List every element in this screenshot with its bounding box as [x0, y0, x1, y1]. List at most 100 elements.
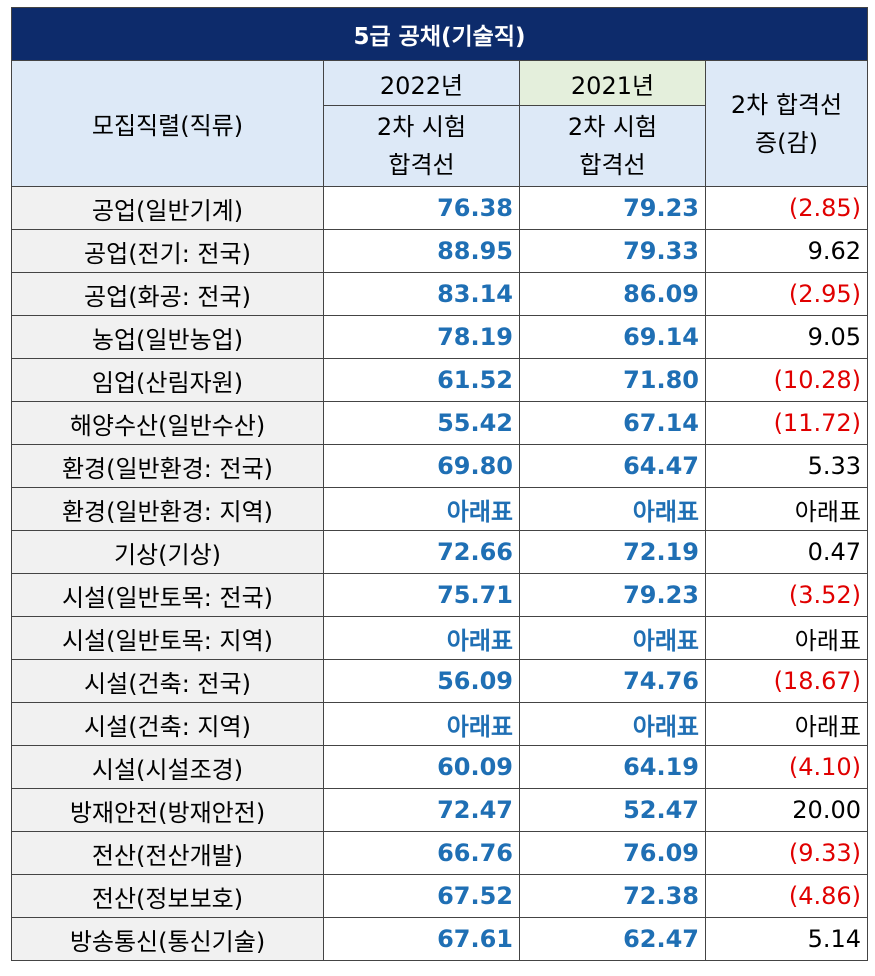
row-2022-value-cell: 55.42	[323, 401, 520, 445]
header-difference: 2차 합격선 증(감)	[705, 60, 868, 187]
row-2022-value-cell: 69.80	[323, 444, 520, 488]
row-2022-value-cell: 83.14	[323, 272, 520, 316]
row-difference-cell: (10.28)	[705, 358, 868, 402]
row-2022-value-cell: 66.76	[323, 831, 520, 875]
row-2022-value-cell: 72.66	[323, 530, 520, 574]
row-name-cell: 전산(정보보호)	[11, 874, 324, 918]
results-table-container: 5급 공채(기술직) 모집직렬(직류) 2022년 2021년 2차 합격선 증…	[11, 7, 868, 961]
row-2022-value-cell: 60.09	[323, 745, 520, 789]
table-row: 기상(기상) 72.66 72.19 0.47	[11, 530, 868, 574]
row-2022-value-cell: 78.19	[323, 315, 520, 359]
row-2021-value-cell: 아래표	[519, 616, 706, 660]
table-row: 농업(일반농업) 78.19 69.14 9.05	[11, 315, 868, 359]
row-difference-cell: 아래표	[705, 616, 868, 660]
table-row: 전산(정보보호) 67.52 72.38 (4.86)	[11, 874, 868, 918]
row-2021-value-cell: 69.14	[519, 315, 706, 359]
table-row: 방재안전(방재안전) 72.47 52.47 20.00	[11, 788, 868, 832]
row-difference-cell: 아래표	[705, 702, 868, 746]
header-sub-2022: 2차 시험 합격선	[323, 105, 520, 187]
table-row: 시설(일반토목: 지역) 아래표 아래표 아래표	[11, 616, 868, 660]
row-difference-cell: 아래표	[705, 487, 868, 531]
header-category: 모집직렬(직류)	[11, 60, 324, 187]
row-2022-value-cell: 61.52	[323, 358, 520, 402]
row-name-cell: 시설(일반토목: 전국)	[11, 573, 324, 617]
row-2021-value-cell: 79.33	[519, 229, 706, 273]
row-2022-value-cell: 72.47	[323, 788, 520, 832]
table-row: 환경(일반환경: 전국) 69.80 64.47 5.33	[11, 444, 868, 488]
table-row: 방송통신(통신기술) 67.61 62.47 5.14	[11, 917, 868, 961]
table-title: 5급 공채(기술직)	[11, 7, 868, 61]
table-row: 공업(화공: 전국) 83.14 86.09 (2.95)	[11, 272, 868, 316]
row-name-cell: 시설(건축: 지역)	[11, 702, 324, 746]
row-difference-cell: (4.10)	[705, 745, 868, 789]
table-row: 임업(산림자원) 61.52 71.80 (10.28)	[11, 358, 868, 402]
row-2022-value-cell: 67.61	[323, 917, 520, 961]
row-name-cell: 방송통신(통신기술)	[11, 917, 324, 961]
row-2021-value-cell: 67.14	[519, 401, 706, 445]
row-difference-cell: (9.33)	[705, 831, 868, 875]
row-2021-value-cell: 76.09	[519, 831, 706, 875]
table-row: 시설(건축: 전국) 56.09 74.76 (18.67)	[11, 659, 868, 703]
row-name-cell: 방재안전(방재안전)	[11, 788, 324, 832]
row-difference-cell: (11.72)	[705, 401, 868, 445]
row-2022-value-cell: 아래표	[323, 616, 520, 660]
table-row: 전산(전산개발) 66.76 76.09 (9.33)	[11, 831, 868, 875]
row-2021-value-cell: 71.80	[519, 358, 706, 402]
row-name-cell: 공업(화공: 전국)	[11, 272, 324, 316]
row-name-cell: 공업(일반기계)	[11, 186, 324, 230]
table-row: 환경(일반환경: 지역) 아래표 아래표 아래표	[11, 487, 868, 531]
row-difference-cell: (2.95)	[705, 272, 868, 316]
table-row: 해양수산(일반수산) 55.42 67.14 (11.72)	[11, 401, 868, 445]
row-name-cell: 환경(일반환경: 전국)	[11, 444, 324, 488]
row-2022-value-cell: 67.52	[323, 874, 520, 918]
row-name-cell: 임업(산림자원)	[11, 358, 324, 402]
row-name-cell: 환경(일반환경: 지역)	[11, 487, 324, 531]
row-name-cell: 시설(시설조경)	[11, 745, 324, 789]
table-row: 공업(전기: 전국) 88.95 79.33 9.62	[11, 229, 868, 273]
results-table: 5급 공채(기술직) 모집직렬(직류) 2022년 2021년 2차 합격선 증…	[11, 7, 868, 961]
row-difference-cell: 9.05	[705, 315, 868, 359]
row-2022-value-cell: 아래표	[323, 702, 520, 746]
row-name-cell: 공업(전기: 전국)	[11, 229, 324, 273]
row-2022-value-cell: 88.95	[323, 229, 520, 273]
row-difference-cell: 9.62	[705, 229, 868, 273]
row-2021-value-cell: 64.19	[519, 745, 706, 789]
table-row: 시설(건축: 지역) 아래표 아래표 아래표	[11, 702, 868, 746]
row-2021-value-cell: 79.23	[519, 186, 706, 230]
row-difference-cell: (18.67)	[705, 659, 868, 703]
row-2021-value-cell: 86.09	[519, 272, 706, 316]
row-2021-value-cell: 72.38	[519, 874, 706, 918]
row-2022-value-cell: 76.38	[323, 186, 520, 230]
row-2022-value-cell: 56.09	[323, 659, 520, 703]
row-2021-value-cell: 72.19	[519, 530, 706, 574]
row-difference-cell: 0.47	[705, 530, 868, 574]
row-difference-cell: (4.86)	[705, 874, 868, 918]
table-row: 공업(일반기계) 76.38 79.23 (2.85)	[11, 186, 868, 230]
row-2021-value-cell: 아래표	[519, 487, 706, 531]
row-2022-value-cell: 75.71	[323, 573, 520, 617]
table-row: 시설(시설조경) 60.09 64.19 (4.10)	[11, 745, 868, 789]
row-2021-value-cell: 74.76	[519, 659, 706, 703]
table-row: 시설(일반토목: 전국) 75.71 79.23 (3.52)	[11, 573, 868, 617]
header-year-2022: 2022년	[323, 60, 520, 106]
row-2021-value-cell: 64.47	[519, 444, 706, 488]
row-difference-cell: 20.00	[705, 788, 868, 832]
header-sub-2021: 2차 시험 합격선	[519, 105, 706, 187]
row-difference-cell: (2.85)	[705, 186, 868, 230]
row-difference-cell: (3.52)	[705, 573, 868, 617]
row-2021-value-cell: 아래표	[519, 702, 706, 746]
row-difference-cell: 5.33	[705, 444, 868, 488]
table-body: 공업(일반기계) 76.38 79.23 (2.85) 공업(전기: 전국) 88.95 7…	[11, 186, 868, 961]
row-name-cell: 전산(전산개발)	[11, 831, 324, 875]
row-name-cell: 시설(건축: 전국)	[11, 659, 324, 703]
row-name-cell: 기상(기상)	[11, 530, 324, 574]
row-2021-value-cell: 52.47	[519, 788, 706, 832]
row-2022-value-cell: 아래표	[323, 487, 520, 531]
row-difference-cell: 5.14	[705, 917, 868, 961]
row-2021-value-cell: 62.47	[519, 917, 706, 961]
row-name-cell: 농업(일반농업)	[11, 315, 324, 359]
row-name-cell: 시설(일반토목: 지역)	[11, 616, 324, 660]
header-year-2021: 2021년	[519, 60, 706, 106]
row-name-cell: 해양수산(일반수산)	[11, 401, 324, 445]
row-2021-value-cell: 79.23	[519, 573, 706, 617]
